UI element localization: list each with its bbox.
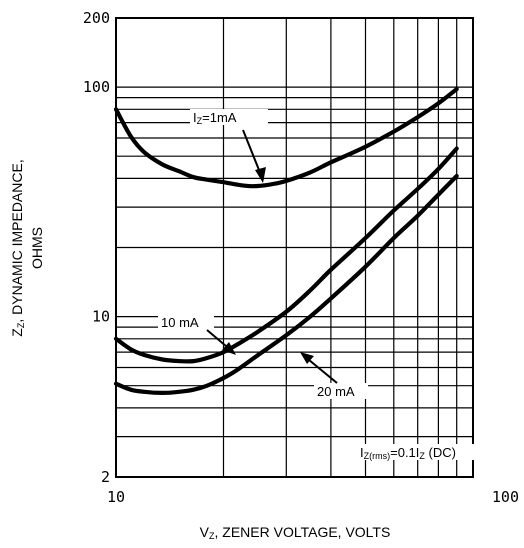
y-tick-label: 200 xyxy=(83,9,110,27)
plot-frame xyxy=(115,17,474,478)
svg-text:IZ(rms)=0.1IZ (DC): IZ(rms)=0.1IZ (DC) xyxy=(360,445,456,461)
svg-text:ZZ, DYNAMIC IMPEDANCE,: ZZ, DYNAMIC IMPEDANCE, xyxy=(9,159,26,336)
series-label-20ma: 20 mA xyxy=(314,383,368,399)
annotation-rest2: (DC) xyxy=(425,445,456,460)
annotation-main: I xyxy=(360,445,364,460)
series-label-1ma-sub: Z xyxy=(197,116,203,126)
arrowhead-20ma xyxy=(300,352,314,364)
series-line-0 xyxy=(113,87,459,189)
svg-text:IZ=1mA: IZ=1mA xyxy=(193,110,237,126)
series-line-1 xyxy=(113,146,459,364)
series-line-2 xyxy=(113,173,459,395)
series-label-1ma-rest: =1mA xyxy=(202,110,237,125)
y-tick-label: 10 xyxy=(92,308,110,326)
arrowhead-10ma xyxy=(222,342,236,355)
annotation-sub2: Z xyxy=(419,451,425,461)
svg-text:OHMS: OHMS xyxy=(29,227,45,269)
x-tick-label: 10 xyxy=(107,488,125,506)
arrowhead-1ma xyxy=(255,167,266,183)
series-label-1ma: IZ=1mA xyxy=(190,109,268,126)
x-axis-label: VZ, ZENER VOLTAGE, VOLTS xyxy=(200,524,391,541)
y-tick-label: 100 xyxy=(83,78,110,96)
series-label-20ma-text: 20 mA xyxy=(317,384,355,399)
curves xyxy=(113,87,459,395)
y-tick-label: 2 xyxy=(101,468,110,486)
series-label-10ma-text: 10 mA xyxy=(161,315,199,330)
annotation-rest: =0.1I xyxy=(390,445,419,460)
series-label-10ma: 10 mA xyxy=(158,314,214,330)
annotation-sub: Z(rms) xyxy=(364,451,391,461)
grid xyxy=(115,17,474,478)
series-label-1ma-main: I xyxy=(193,110,197,125)
test-condition-annotation: IZ(rms)=0.1IZ (DC) xyxy=(357,444,487,461)
x-tick-label: 100 xyxy=(492,488,519,506)
tick-labels: 2 10 100 200 10 100 xyxy=(83,9,519,506)
y-axis-label: ZZ, DYNAMIC IMPEDANCE, OHMS xyxy=(9,159,45,336)
